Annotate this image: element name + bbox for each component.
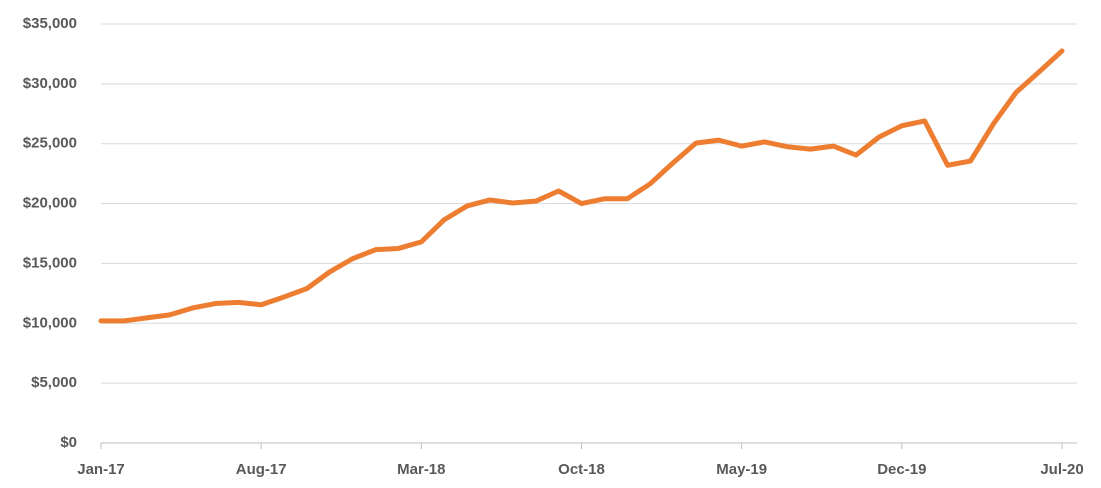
y-tick-label: $20,000: [23, 195, 77, 212]
y-tick-label: $30,000: [23, 75, 77, 92]
line-series: [98, 48, 1065, 324]
x-tick-label: Jan-17: [77, 461, 125, 478]
y-tick-label: $35,000: [23, 15, 77, 32]
x-tick-label: Aug-17: [236, 461, 287, 478]
y-tick-label: $25,000: [23, 135, 77, 152]
y-tick-label: $15,000: [23, 254, 77, 271]
y-tick-label: $0: [60, 434, 77, 451]
x-tick-label: Jul-20: [1040, 461, 1083, 478]
x-tick-label: Mar-18: [397, 461, 445, 478]
y-tick-label: $10,000: [23, 314, 77, 331]
x-tick-label: May-19: [716, 461, 767, 478]
x-tick-label: Oct-18: [558, 461, 605, 478]
x-tick-label: Dec-19: [877, 461, 926, 478]
y-tick-label: $5,000: [31, 374, 77, 391]
